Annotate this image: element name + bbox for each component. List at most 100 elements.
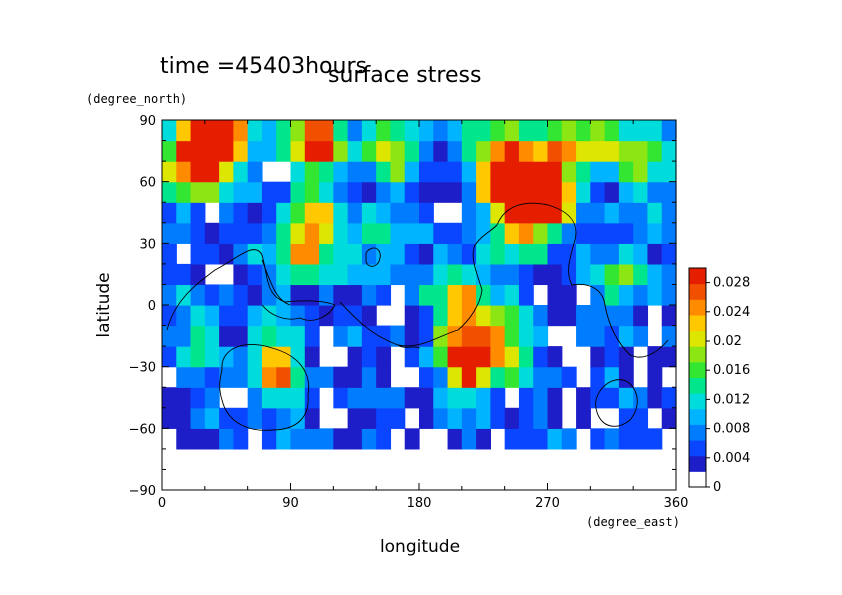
stress-cell: [490, 222, 506, 244]
stress-cell: [561, 366, 577, 388]
stress-cell: [561, 428, 577, 450]
stress-cell: [461, 284, 477, 306]
stress-cell: [176, 305, 192, 327]
stress-cell: [647, 243, 663, 265]
stress-cell: [290, 181, 306, 203]
stress-cell: [233, 305, 249, 327]
stress-cell: [647, 202, 663, 224]
stress-cell: [447, 243, 463, 265]
stress-cell: [376, 161, 392, 183]
stress-cell: [633, 305, 649, 327]
stress-cell: [390, 407, 406, 429]
stress-cell: [647, 387, 663, 409]
stress-cell: [476, 428, 491, 450]
x-tick-label: 90: [282, 496, 299, 511]
stress-cell: [533, 346, 549, 368]
stress-cell: [504, 346, 520, 368]
stress-cell: [290, 140, 306, 162]
stress-cell: [604, 305, 620, 327]
stress-cell: [333, 428, 349, 450]
stress-cell: [247, 387, 263, 409]
colorbar-frame: [688, 267, 707, 488]
stress-cell: [219, 222, 234, 244]
stress-cell: [261, 346, 277, 368]
stress-cell: [447, 407, 463, 429]
stress-cell: [661, 325, 677, 347]
stress-cell: [233, 366, 249, 388]
stress-cell: [533, 407, 549, 429]
stress-cell: [404, 263, 420, 286]
stress-cell: [361, 263, 377, 286]
stress-cell: [390, 140, 406, 162]
stress-cell: [633, 243, 649, 265]
stress-cell: [176, 366, 192, 388]
stress-cell: [176, 346, 192, 368]
coastline-australia: [595, 379, 638, 427]
stress-cell: [561, 161, 577, 183]
stress-cell: [376, 263, 392, 286]
stress-cell: [390, 387, 406, 409]
stress-cell: [333, 387, 349, 409]
stress-cell: [376, 428, 392, 450]
stress-cell: [290, 202, 306, 224]
stress-cell: [490, 387, 506, 409]
stress-cell: [547, 428, 563, 450]
stress-cell: [376, 202, 392, 224]
stress-cell: [476, 120, 491, 142]
x-tick-label: 0: [158, 496, 166, 511]
stress-cell: [162, 305, 177, 327]
stress-cell: [476, 263, 491, 286]
stress-cell: [433, 284, 449, 306]
stress-cell: [590, 222, 606, 244]
stress-cell: [618, 346, 634, 368]
stress-cell: [618, 263, 634, 286]
stress-cell: [361, 243, 377, 265]
stress-cell: [561, 222, 577, 244]
stress-cell: [419, 366, 434, 388]
stress-cell: [504, 161, 520, 183]
stress-cell: [618, 407, 634, 429]
stress-cell: [290, 366, 306, 388]
stress-cell: [162, 263, 177, 286]
stress-cell: [576, 387, 591, 409]
stress-cell: [547, 284, 563, 306]
stress-cell: [204, 161, 220, 183]
stress-cell: [618, 120, 634, 142]
stress-cell: [176, 325, 192, 347]
stress-cell: [476, 346, 491, 368]
colorbar-swatch: [689, 346, 706, 363]
stress-cell: [433, 140, 449, 162]
stress-cell: [361, 284, 377, 306]
stress-cell: [633, 284, 649, 306]
stress-cell: [476, 387, 491, 409]
stress-cell: [547, 407, 563, 429]
y-tick-label: −60: [129, 422, 156, 437]
colorbar-swatch: [689, 440, 706, 457]
stress-cell: [204, 325, 220, 347]
stress-cell: [547, 161, 563, 183]
stress-cell: [404, 243, 420, 265]
stress-cell: [604, 284, 620, 306]
colorbar-swatch: [689, 268, 706, 285]
stress-cell: [204, 181, 220, 203]
stress-cell: [518, 140, 534, 162]
coastline-misc: [397, 344, 421, 349]
stress-cell: [361, 366, 377, 388]
colorbar-swatch: [689, 408, 706, 425]
stress-cell: [518, 120, 534, 142]
stress-cell: [176, 120, 192, 142]
colorbar: 0 0.004 0.008 0.012 0.016 0.02 0.024 0.028: [688, 267, 750, 495]
stress-cell: [319, 181, 334, 203]
stress-cell: [162, 284, 177, 306]
stress-cell: [162, 222, 177, 244]
stress-cell: [447, 387, 463, 409]
stress-cell: [304, 202, 320, 224]
stress-cell: [433, 243, 449, 265]
stress-cell: [547, 140, 563, 162]
stress-cell: [433, 387, 449, 409]
stress-cell: [518, 284, 534, 306]
stress-cell: [419, 222, 434, 244]
stress-cell: [304, 161, 320, 183]
y-tick-label: 60: [139, 176, 156, 191]
stress-cell: [518, 346, 534, 368]
